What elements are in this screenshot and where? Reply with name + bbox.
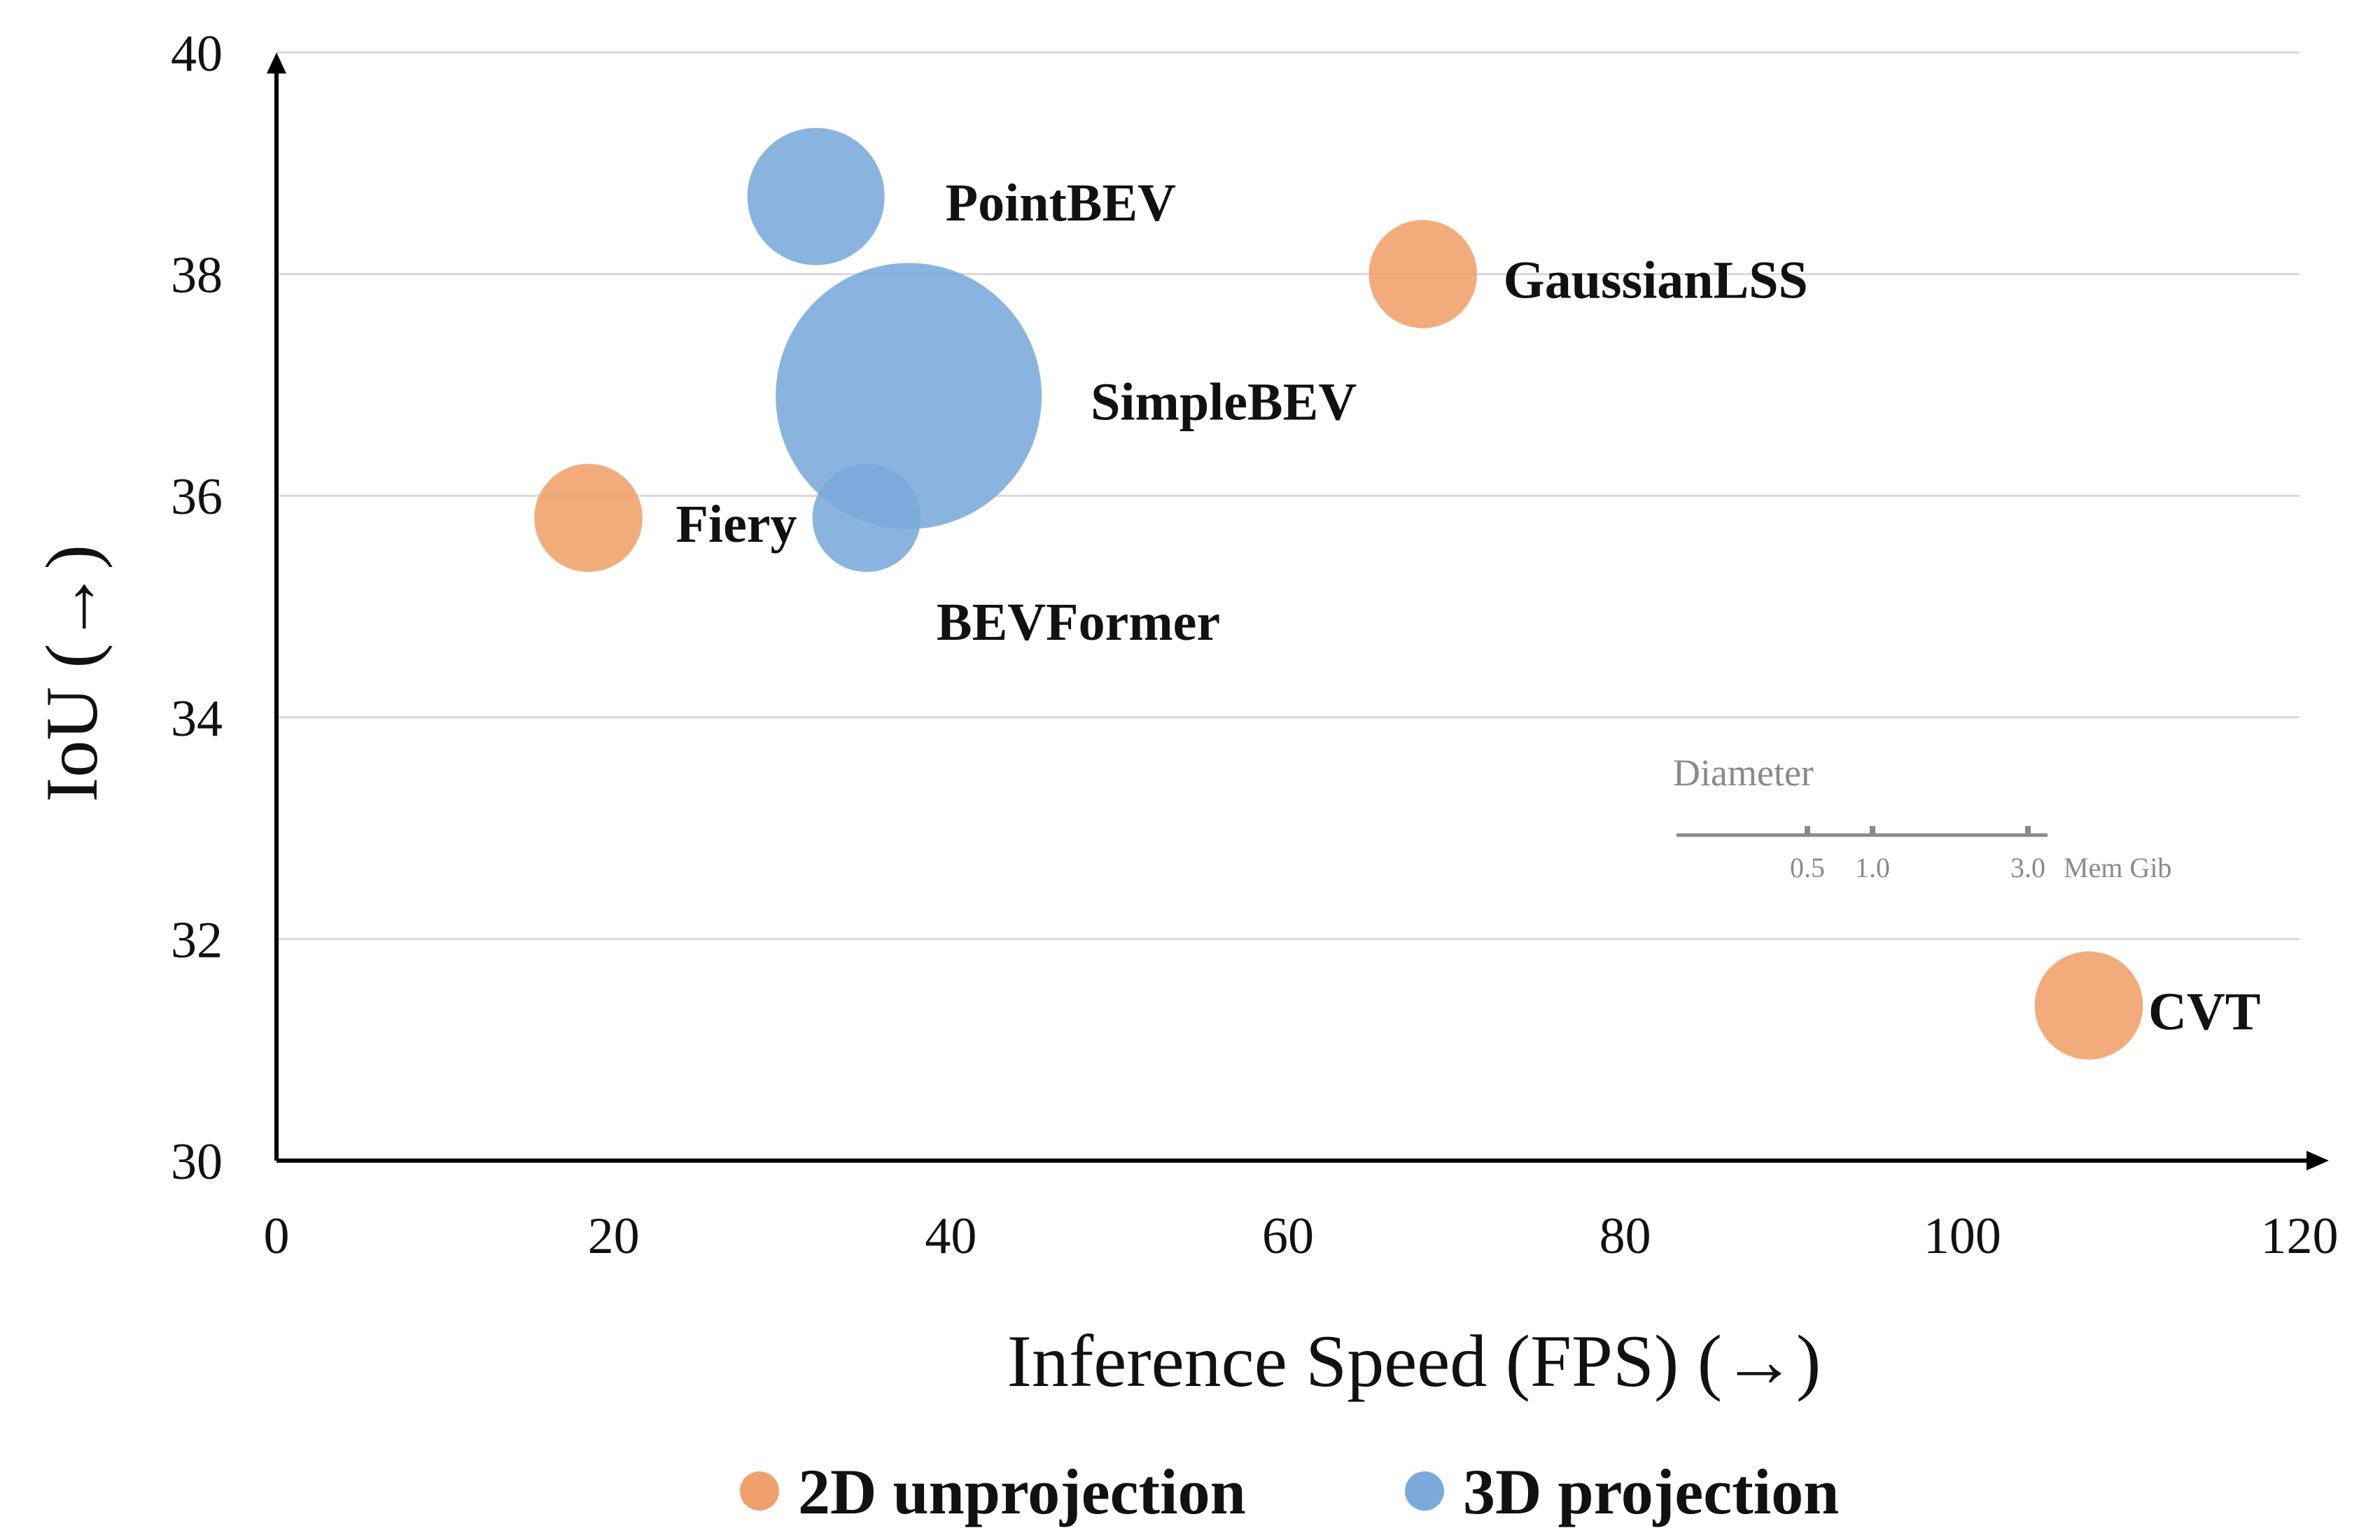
x-tick-label: 60 xyxy=(1262,1208,1314,1265)
y-tick-label: 34 xyxy=(171,690,223,748)
y-axis-title: IoU (→) xyxy=(31,545,113,802)
x-axis-arrow xyxy=(2306,1151,2329,1170)
legend-marker xyxy=(1405,1471,1444,1511)
y-tick-label: 36 xyxy=(171,468,223,526)
size-legend-tick-label: 1.0 xyxy=(1855,852,1890,883)
legend-marker xyxy=(740,1471,779,1511)
y-tick-label: 40 xyxy=(171,25,223,83)
y-tick-label: 32 xyxy=(171,911,223,969)
x-tick-label: 0 xyxy=(264,1208,290,1265)
size-legend: Diameter 0.5 1.0 3.0 Mem Gib xyxy=(1673,752,2171,883)
x-tick-label: 20 xyxy=(588,1208,640,1265)
x-tick-label: 40 xyxy=(925,1208,976,1265)
point-labels: Fiery GaussianLSS CVT PointBEV SimpleBEV BEVF… xyxy=(676,174,2261,1042)
y-axis-arrow xyxy=(267,52,286,74)
x-tick-label: 80 xyxy=(1600,1208,1651,1265)
legend-label: 2D unprojection xyxy=(798,1456,1246,1527)
label-gaussianlss: GaussianLSS xyxy=(1504,251,1808,310)
label-pointbev: PointBEV xyxy=(946,174,1176,232)
label-fiery: Fiery xyxy=(676,495,797,554)
bubble-bevformer xyxy=(812,463,921,573)
bubble-fiery xyxy=(534,463,643,573)
y-tick-label: 30 xyxy=(171,1133,223,1191)
legend-label: 3D projection xyxy=(1463,1456,1839,1527)
bubble-gaussianlss xyxy=(1368,220,1477,328)
label-bevformer: BEVFormer xyxy=(937,593,1220,652)
axes xyxy=(267,52,2329,1170)
size-legend-tick xyxy=(1870,826,1875,835)
tick-labels: 0 20 40 60 80 100 120 30 32 34 36 38 40 xyxy=(171,25,2339,1265)
label-simplebev: SimpleBEV xyxy=(1091,373,1357,432)
size-legend-ticks: 0.5 1.0 3.0 xyxy=(1790,826,2045,883)
x-axis-title: Inference Speed (FPS) (→) xyxy=(1007,1320,1821,1402)
x-tick-label: 120 xyxy=(2261,1208,2339,1265)
bubble-simplebev xyxy=(776,262,1042,529)
x-tick-label: 100 xyxy=(1924,1208,2001,1265)
legend: 2D unprojection 3D projection xyxy=(740,1456,1839,1527)
y-tick-label: 38 xyxy=(171,247,223,304)
label-cvt: CVT xyxy=(2148,982,2260,1041)
size-legend-tick xyxy=(1805,826,1810,835)
bubble-cvt xyxy=(2034,951,2143,1060)
size-legend-tick xyxy=(2025,826,2031,835)
bubble-pointbev xyxy=(747,127,885,265)
size-legend-title: Diameter xyxy=(1673,752,1814,794)
bubbles xyxy=(534,127,2143,1060)
size-legend-tick-label: 3.0 xyxy=(2010,852,2045,883)
size-legend-unit: Mem Gib xyxy=(2064,852,2171,883)
size-legend-tick-label: 0.5 xyxy=(1790,852,1825,883)
